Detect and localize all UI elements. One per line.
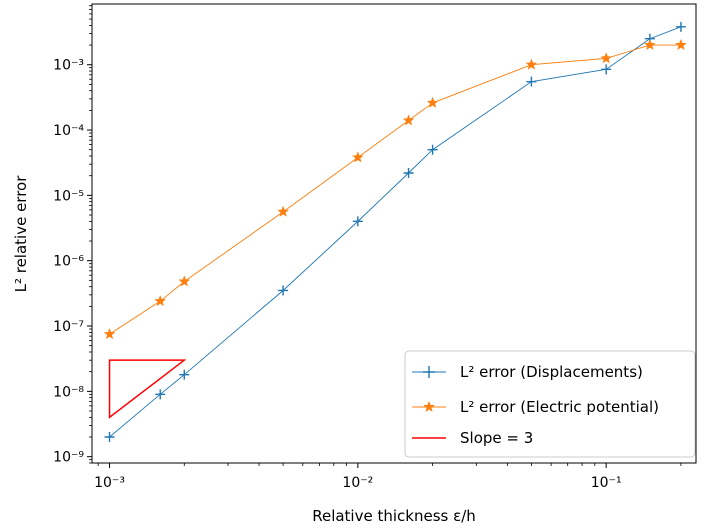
data-point-electric-potential: [600, 52, 613, 64]
data-point-displacements: [675, 21, 686, 32]
data-point-displacements: [352, 216, 363, 227]
series-electric-potential: [103, 38, 687, 340]
data-point-displacements: [155, 389, 166, 400]
data-point-electric-potential: [178, 275, 191, 287]
data-point-electric-potential: [351, 151, 364, 163]
slope-triangle: [108, 359, 187, 419]
y-axis-label: L² relative error: [12, 175, 30, 293]
legend-entry-displacements: L² error (Displacements): [412, 363, 643, 381]
data-point-displacements: [179, 369, 190, 380]
data-point-electric-potential: [103, 327, 116, 340]
x-tick-label: 10⁻²: [342, 475, 373, 491]
legend-label-slope: Slope = 3: [460, 429, 533, 447]
x-tick-label: 10⁻¹: [591, 475, 622, 491]
plot-frame: [91, 3, 697, 464]
axis-ticks: 10⁻³ 10⁻² 10⁻¹ 10⁻⁹ 10⁻⁸ 10⁻⁷ 10⁻⁶ 10⁻⁵ 10⁻⁴ 10⁻³: [53, 5, 682, 491]
legend-marker-displacements: [423, 366, 435, 378]
data-point-electric-potential: [402, 114, 415, 126]
y-tick-label: 10⁻⁵: [53, 188, 84, 204]
y-tick-label: 10⁻⁶: [53, 254, 84, 270]
legend-label-displacements: L² error (Displacements): [460, 363, 643, 381]
legend-marker-electric-potential: [423, 400, 435, 413]
data-point-electric-potential: [426, 96, 439, 108]
y-tick-label: 10⁻³: [53, 58, 84, 74]
y-tick-label: 10⁻⁴: [53, 123, 84, 139]
data-point-displacements: [104, 432, 115, 443]
data-point-displacements: [601, 64, 612, 75]
data-point-electric-potential: [525, 58, 538, 70]
legend-label-electric-potential: L² error (Electric potential): [460, 398, 659, 416]
series-displacements: [104, 21, 686, 443]
x-tick-label: 10⁻³: [94, 475, 125, 491]
data-point-electric-potential: [643, 38, 656, 51]
data-point-displacements: [427, 144, 438, 155]
y-tick-label: 10⁻⁸: [53, 384, 84, 400]
data-point-displacements: [403, 167, 414, 178]
data-point-electric-potential: [154, 294, 167, 307]
legend-entry-slope: Slope = 3: [412, 429, 533, 447]
plot-data: [103, 21, 687, 443]
legend: L² error (Displacements) L² error (Elect…: [404, 350, 696, 458]
x-axis-label: Relative thickness ε/h: [312, 507, 476, 525]
legend-box: [404, 350, 696, 458]
data-point-electric-potential: [675, 38, 687, 51]
data-point-displacements: [278, 285, 289, 296]
y-tick-label: 10⁻⁹: [53, 450, 84, 466]
data-point-displacements: [526, 76, 537, 87]
y-tick-label: 10⁻⁷: [53, 319, 84, 335]
series-line-electric-potential: [109, 44, 681, 335]
legend-entry-electric-potential: L² error (Electric potential): [412, 398, 659, 416]
data-point-electric-potential: [277, 205, 290, 217]
